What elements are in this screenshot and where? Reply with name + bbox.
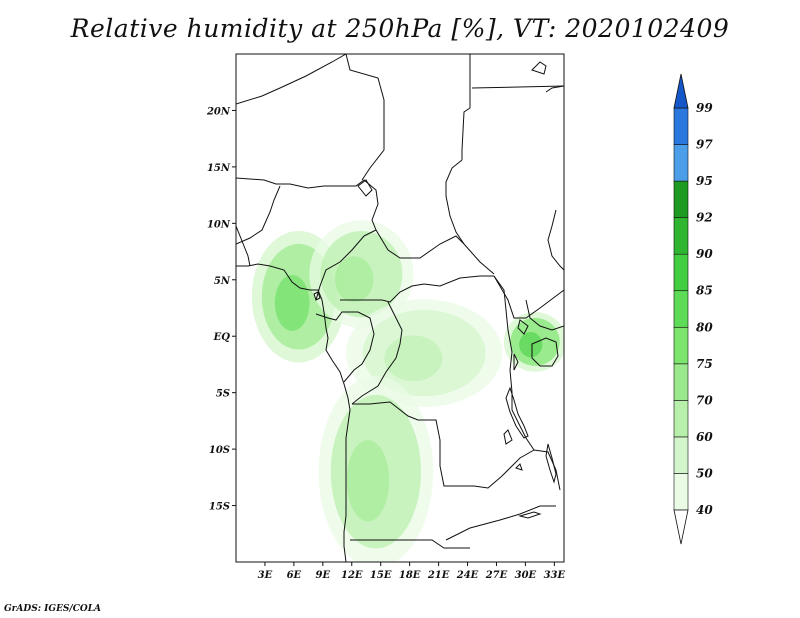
- border-niger-chad: [236, 177, 379, 237]
- lake-malawi: [545, 443, 557, 484]
- x-tick-label: 6E: [287, 570, 302, 581]
- border-sahara-north: [236, 54, 347, 105]
- border-drc-east: [493, 275, 535, 451]
- border-drc-angola: [352, 401, 474, 487]
- coast-bight-small: [236, 225, 251, 267]
- colorbar-segment: [673, 217, 689, 255]
- colorbar-segment: [673, 107, 689, 145]
- x-tick-label: 21E: [427, 570, 450, 581]
- lake-albert: [517, 319, 529, 335]
- x-tick-label: 33E: [544, 570, 566, 581]
- border-zambia: [473, 449, 561, 491]
- colorbar-label: 90: [696, 247, 713, 261]
- colorbar-under-triangle: [673, 509, 689, 545]
- country-borders: [236, 54, 564, 562]
- x-tick-label: 3E: [258, 570, 273, 581]
- border-cameroon-chad: [315, 235, 365, 301]
- colorbar-over-triangle: [673, 73, 689, 109]
- humidity-region-core: [346, 440, 390, 522]
- coastline-west-africa: [236, 263, 351, 562]
- colorbar-label: 97: [696, 138, 713, 152]
- colorbar-label: 50: [696, 466, 713, 480]
- border-ethiopia: [547, 209, 564, 271]
- x-tick-label: 9E: [316, 570, 331, 581]
- y-tick-label: EQ: [213, 332, 231, 343]
- humidity-shading: [251, 220, 564, 562]
- border-angola-namibia: [350, 539, 470, 549]
- border-sudan-south: [493, 275, 564, 319]
- colorbar-segment: [673, 290, 689, 328]
- colorbar-label: 70: [696, 393, 713, 407]
- colorbar: 40 50 60 70 75 80 85 90 92 95 97 99: [673, 73, 713, 545]
- x-tick-label: 30E: [515, 570, 537, 581]
- y-tick-label: 5S: [216, 389, 230, 400]
- colorbar-segment: [673, 436, 689, 474]
- lakes: [357, 61, 559, 519]
- border-congo-drc: [351, 301, 403, 405]
- y-tick-label: 10N: [207, 219, 231, 230]
- x-tick-label: 27E: [485, 570, 508, 581]
- lake-mweru: [503, 429, 513, 445]
- bioko-island: [313, 291, 321, 301]
- border-libya-egypt: [461, 54, 471, 160]
- lake-victoria: [531, 337, 559, 367]
- grads-credit: GrADS: IGES/COLA: [4, 604, 102, 614]
- border-car-north: [375, 229, 495, 275]
- y-tick-label: 10S: [209, 445, 230, 456]
- y-tick-label: 15N: [207, 163, 231, 174]
- x-tick-label: 24E: [456, 570, 479, 581]
- colorbar-segment: [673, 180, 689, 218]
- border-car-south: [340, 275, 494, 303]
- lake-tanganyika: [505, 386, 529, 439]
- colorbar-label: 60: [696, 430, 713, 444]
- colorbar-segment: [673, 326, 689, 365]
- lake-bangweulu: [515, 463, 523, 471]
- border-chad-sudan: [445, 159, 465, 245]
- border-zambia-south: [445, 505, 556, 541]
- colorbar-label: 99: [696, 101, 713, 115]
- colorbar-segment: [673, 253, 689, 292]
- colorbar-segment: [673, 400, 689, 438]
- border-uganda-kenya: [525, 299, 564, 331]
- lake-kivu: [513, 353, 519, 371]
- colorbar-segment: [673, 473, 689, 511]
- border-red-sea: [545, 85, 564, 93]
- lake-chad: [357, 179, 373, 197]
- x-tick-label: 12E: [341, 570, 363, 581]
- humidity-region-core: [519, 331, 543, 358]
- y-tick-label: 5N: [214, 276, 231, 287]
- x-axis: 3E 6E 9E 12E 15E 18E 21E 24E 27E 30E 33E: [258, 562, 566, 581]
- colorbar-label: 85: [696, 284, 713, 298]
- map-title: Relative humidity at 250hPa [%], VT: 202…: [70, 14, 730, 43]
- colorbar-label: 95: [696, 174, 713, 188]
- y-tick-label: 15S: [209, 502, 230, 513]
- y-axis: 20N 15N 10N 5N EQ 5S 10S 15S: [206, 106, 236, 513]
- humidity-region-core: [274, 274, 310, 331]
- x-tick-label: 18E: [399, 570, 421, 581]
- colorbar-label: 92: [696, 211, 713, 225]
- colorbar-label: 75: [696, 357, 713, 371]
- small-lake-ne: [531, 61, 547, 75]
- colorbar-segment: [673, 144, 689, 182]
- humidity-region-core: [334, 256, 374, 303]
- lake-kariba: [518, 511, 542, 519]
- colorbar-segment: [673, 363, 689, 401]
- humidity-region-core: [384, 335, 443, 382]
- colorbar-label: 40: [696, 503, 713, 517]
- plot-frame: [235, 53, 565, 563]
- border-algeria-libya: [345, 54, 385, 181]
- border-egypt-sudan: [471, 85, 564, 89]
- y-tick-label: 20N: [206, 106, 231, 117]
- x-tick-label: 15E: [370, 570, 392, 581]
- border-gabon-congo: [315, 311, 375, 383]
- colorbar-label: 80: [696, 320, 713, 334]
- border-nigeria: [236, 185, 281, 245]
